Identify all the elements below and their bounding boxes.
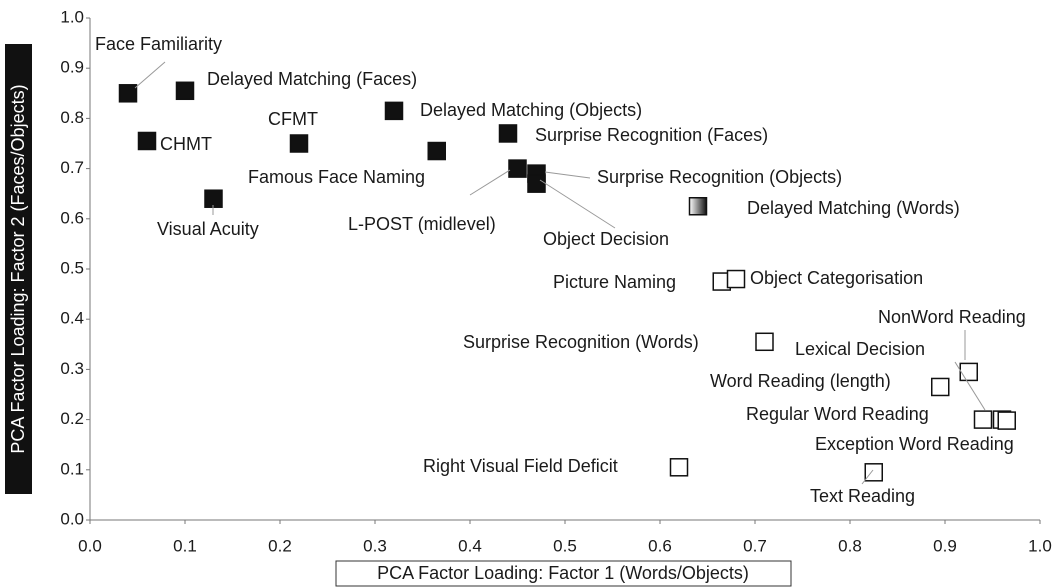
x-tick-label: 0.4: [458, 536, 482, 555]
point: [997, 411, 1016, 430]
x-tick-label: 1.0: [1028, 536, 1052, 555]
y-tick-label: 0.0: [60, 509, 84, 528]
point-label: NonWord Reading: [878, 307, 1026, 327]
y-tick-label: 0.9: [60, 58, 84, 77]
point: [498, 124, 518, 143]
x-tick-label: 0.7: [743, 536, 767, 555]
y-tick-label: 0.2: [60, 409, 84, 428]
point-label: Delayed Matching (Objects): [420, 100, 642, 120]
point-label: Lexical Decision: [795, 339, 925, 359]
point-label: Exception Word Reading: [815, 434, 1014, 454]
x-label-box: [335, 560, 792, 587]
y-tick-label: 1.0: [60, 7, 84, 26]
point-label: Right Visual Field Deficit: [423, 456, 618, 476]
y-label-box: [5, 44, 32, 494]
y-axis-label: PCA Factor Loading: Factor 2 (Faces/Obje…: [8, 84, 28, 453]
y-tick-label: 0.1: [60, 459, 84, 478]
point: [864, 463, 883, 482]
point: [755, 332, 774, 352]
y-tick-label: 0.8: [60, 108, 84, 127]
point: [508, 159, 527, 178]
point-label: Face Familiarity: [95, 34, 222, 54]
point: [175, 81, 195, 101]
point-label: Visual Acuity: [157, 219, 259, 239]
point-label: Word Reading (length): [710, 371, 891, 391]
point-label: Surprise Recognition (Faces): [535, 125, 768, 145]
point: [384, 101, 404, 121]
point: [204, 189, 223, 208]
point-label: Object Categorisation: [750, 268, 923, 288]
point-label: Object Decision: [543, 229, 669, 249]
x-tick-label: 0.6: [648, 536, 672, 555]
x-tick-label: 0.3: [363, 536, 387, 555]
y-tick-label: 0.3: [60, 359, 84, 378]
point: [726, 269, 746, 289]
point-label: L-POST (midlevel): [348, 214, 496, 234]
leader-line: [134, 61, 166, 89]
point-label: Delayed Matching (Faces): [207, 69, 417, 89]
x-tick-label: 0.1: [173, 536, 197, 555]
leader-line: [469, 169, 511, 196]
x-axis-label: PCA Factor Loading: Factor 1 (Words/Obje…: [377, 563, 749, 583]
point: [688, 197, 708, 216]
point-label: Surprise Recognition (Objects): [597, 167, 842, 187]
x-tick-label: 0.8: [838, 536, 862, 555]
point-label: Picture Naming: [553, 272, 676, 292]
y-tick-label: 0.4: [60, 309, 84, 328]
point: [527, 174, 546, 193]
point: [427, 141, 446, 161]
x-tick-label: 0.9: [933, 536, 957, 555]
leader-line: [861, 469, 874, 485]
point: [931, 377, 950, 397]
leader-line: [539, 179, 616, 229]
x-tick-label: 0.5: [553, 536, 577, 555]
y-tick-label: 0.6: [60, 208, 84, 227]
point-label: CFMT: [268, 109, 318, 129]
point-label: Surprise Recognition (Words): [463, 332, 699, 352]
point-label: Regular Word Reading: [746, 404, 929, 424]
x-tick-label: 0.2: [268, 536, 292, 555]
point: [959, 362, 978, 382]
point-label: Delayed Matching (Words): [747, 198, 960, 218]
x-tick-label: 0.0: [78, 536, 102, 555]
point: [289, 134, 309, 153]
point-label: Famous Face Naming: [248, 167, 425, 187]
leader-line: [954, 361, 986, 411]
y-tick-label: 0.7: [60, 158, 84, 177]
point: [669, 458, 689, 477]
point-label: Text Reading: [810, 486, 915, 506]
y-tick-label: 0.5: [60, 258, 84, 277]
point: [118, 84, 138, 103]
point: [137, 131, 157, 151]
point: [973, 410, 993, 429]
point-label: CHMT: [160, 134, 212, 154]
leader-line: [544, 171, 591, 179]
